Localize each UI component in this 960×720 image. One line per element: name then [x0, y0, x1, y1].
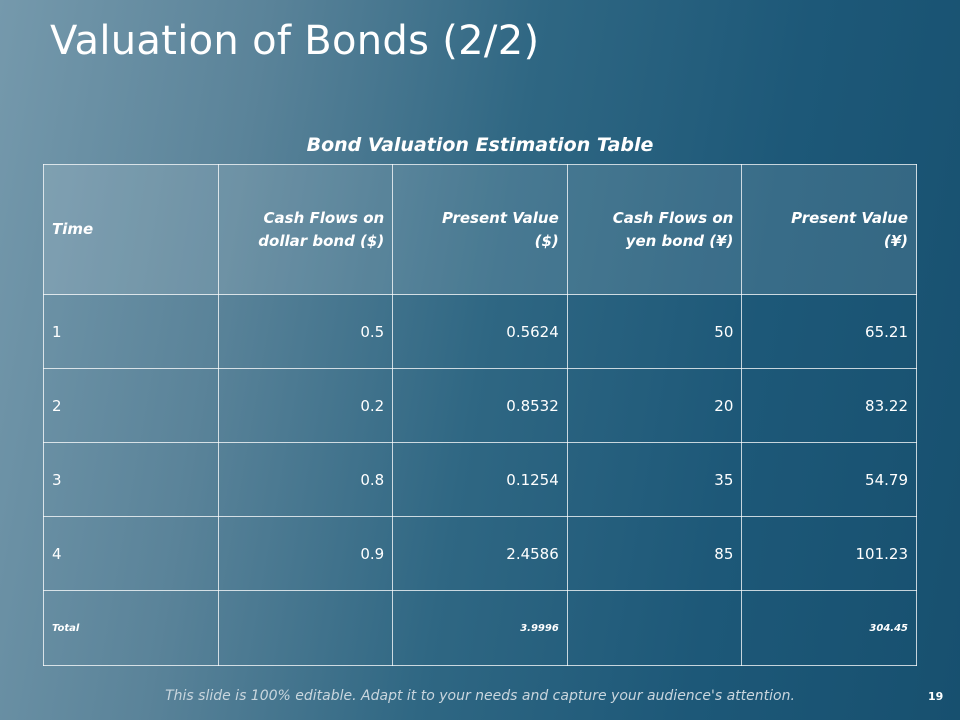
header-text: Present Value (¥) — [791, 209, 908, 250]
table-cell: 0.1254 — [392, 442, 568, 517]
total-row: Total 3.9996 304.45 — [43, 590, 917, 666]
header-text: Time — [52, 220, 94, 239]
header-row: Time Cash Flows on dollar bond ($) Prese… — [43, 164, 917, 295]
column-header: Present Value (¥) — [741, 164, 917, 295]
table-cell: 2.4586 — [392, 516, 568, 591]
column-header: Time — [43, 164, 219, 295]
data-row: 3 0.8 0.1254 35 54.79 — [43, 442, 917, 517]
table-cell: 20 — [566, 368, 743, 443]
table-cell: 54.79 — [741, 442, 917, 517]
table-cell: 35 — [566, 442, 743, 517]
table-cell: 0.9 — [217, 516, 394, 591]
slide-title: Valuation of Bonds (2/2) — [50, 18, 540, 64]
table-cell: 83.22 — [741, 368, 917, 443]
data-row: 1 0.5 0.5624 50 65.21 — [43, 294, 917, 369]
table-cell: 1 — [43, 294, 219, 369]
table-cell: 0.2 — [217, 368, 394, 443]
table-cell: 3 — [43, 442, 219, 517]
data-row: 4 0.9 2.4586 85 101.23 — [43, 516, 917, 591]
table-cell: 101.23 — [741, 516, 917, 591]
table-cell: 50 — [566, 294, 743, 369]
table-body: 1 0.5 0.5624 50 65.21 2 0.2 0.8532 20 83.22 3 0.8 0.… — [43, 294, 917, 666]
table-cell: 2 — [43, 368, 219, 443]
table-title: Bond Valuation Estimation Table — [306, 134, 654, 156]
header-text: Cash Flows on yen bond (¥) — [612, 209, 734, 250]
empty-cell — [217, 590, 394, 666]
header-text: Present Value ($) — [441, 209, 559, 250]
data-row: 2 0.2 0.8532 20 83.22 — [43, 368, 917, 443]
table-cell: 0.5 — [217, 294, 394, 369]
column-header: Present Value ($) — [392, 164, 568, 295]
total-cell: 3.9996 — [392, 590, 568, 666]
total-label: Total — [43, 590, 219, 666]
table-head: Time Cash Flows on dollar bond ($) Prese… — [43, 164, 917, 295]
table-cell: 0.8532 — [392, 368, 568, 443]
table-cell: 4 — [43, 516, 219, 591]
bond-table: Time Cash Flows on dollar bond ($) Prese… — [43, 164, 917, 666]
empty-cell — [566, 590, 743, 666]
header-text: Cash Flows on dollar bond ($) — [258, 209, 385, 250]
table-cell: 0.5624 — [392, 294, 568, 369]
total-cell: 304.45 — [741, 590, 917, 666]
page-number: 19 — [928, 690, 944, 703]
footer-note: This slide is 100% editable. Adapt it to… — [165, 688, 795, 704]
column-header: Cash Flows on dollar bond ($) — [217, 164, 394, 295]
table-cell: 65.21 — [741, 294, 917, 369]
table-cell: 0.8 — [217, 442, 394, 517]
column-header: Cash Flows on yen bond (¥) — [566, 164, 743, 295]
table-cell: 85 — [566, 516, 743, 591]
